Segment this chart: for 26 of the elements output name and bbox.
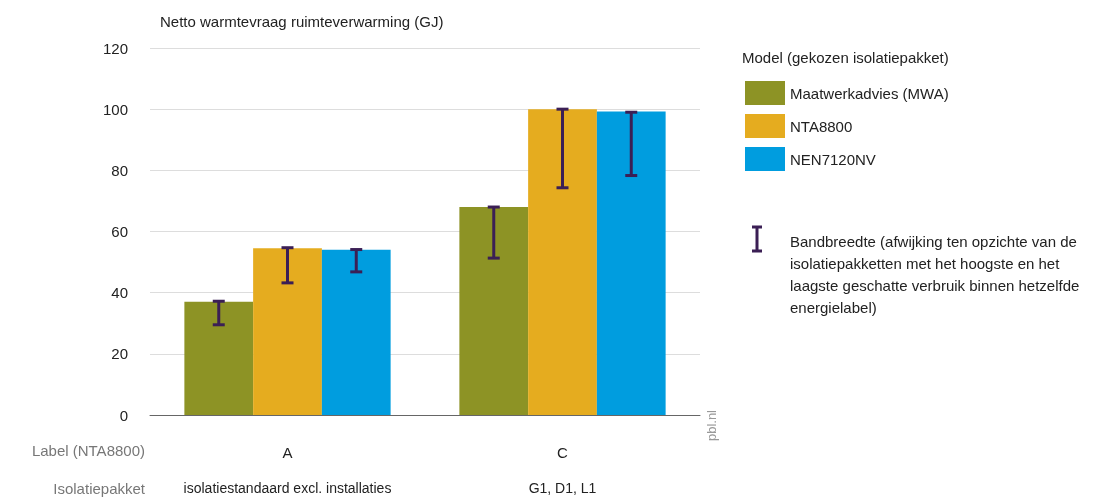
y-tick-label: 60: [111, 223, 128, 240]
bar: [253, 248, 322, 415]
y-tick-label: 80: [111, 161, 128, 179]
bar: [596, 111, 666, 415]
chart-title: Netto warmtevraag ruimteverwarming (GJ): [160, 13, 444, 30]
x-tick-label: C: [557, 444, 569, 461]
bar: [321, 249, 391, 415]
text: Bandbreedte (afwijking ten opzichte van de isolatiepakketten met het hoogste en het laagste geschatte verbruik binnen hetzelfde energielabel): [790, 232, 1084, 316]
text: G1, D1, L1: [528, 480, 597, 496]
legend-label: Maatwerkadvies (MWA): [790, 84, 949, 102]
y-tick-label: 120: [102, 39, 128, 57]
bar: [528, 109, 597, 415]
bar: [184, 301, 254, 415]
legend-label: NEN7120NV: [790, 150, 876, 168]
legend-title: Model (gekozen isolatiepakket): [742, 49, 949, 66]
text: isolatiestandaard excl. installaties: [183, 480, 392, 496]
bar: [459, 207, 529, 415]
y-tick-label: 40: [111, 284, 128, 302]
text: Isolatiepakket: [53, 480, 146, 497]
x-tick-label: A: [282, 444, 293, 461]
text: pbl.nl: [704, 409, 719, 442]
legend-label: NTA8800: [790, 117, 853, 135]
y-tick-label: 100: [102, 100, 128, 118]
x-axis-title: Label (NTA8800): [31, 442, 145, 459]
y-tick-label: 20: [111, 345, 128, 363]
y-tick-label: 0: [119, 406, 128, 424]
